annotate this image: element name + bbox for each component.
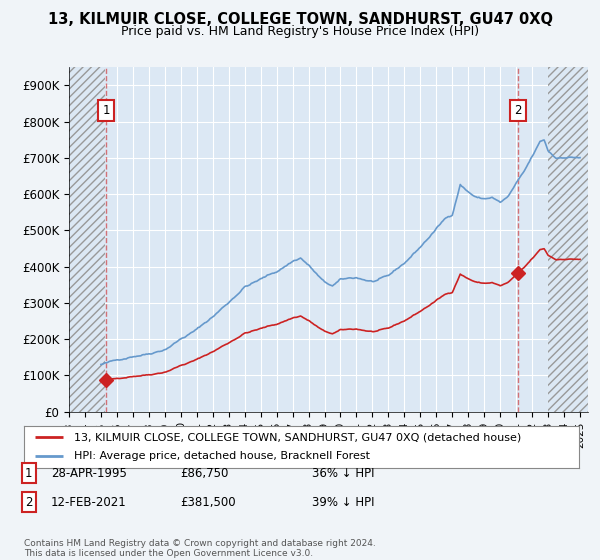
Text: £381,500: £381,500 [180,496,236,509]
Text: 2: 2 [514,104,522,117]
Text: 13, KILMUIR CLOSE, COLLEGE TOWN, SANDHURST, GU47 0XQ: 13, KILMUIR CLOSE, COLLEGE TOWN, SANDHUR… [47,12,553,27]
Text: 2: 2 [25,496,32,509]
Text: HPI: Average price, detached house, Bracknell Forest: HPI: Average price, detached house, Brac… [74,451,370,461]
Text: 12-FEB-2021: 12-FEB-2021 [51,496,127,509]
Bar [69,67,105,412]
Text: £86,750: £86,750 [180,466,229,480]
Text: Price paid vs. HM Land Registry's House Price Index (HPI): Price paid vs. HM Land Registry's House … [121,25,479,38]
Text: 1: 1 [25,466,32,480]
Text: Contains HM Land Registry data © Crown copyright and database right 2024.
This d: Contains HM Land Registry data © Crown c… [24,539,376,558]
Text: 13, KILMUIR CLOSE, COLLEGE TOWN, SANDHURST, GU47 0XQ (detached house): 13, KILMUIR CLOSE, COLLEGE TOWN, SANDHUR… [74,432,521,442]
Text: 39% ↓ HPI: 39% ↓ HPI [312,496,374,509]
Bar [548,67,588,412]
Text: 28-APR-1995: 28-APR-1995 [51,466,127,480]
Text: 1: 1 [102,104,110,117]
Text: 36% ↓ HPI: 36% ↓ HPI [312,466,374,480]
